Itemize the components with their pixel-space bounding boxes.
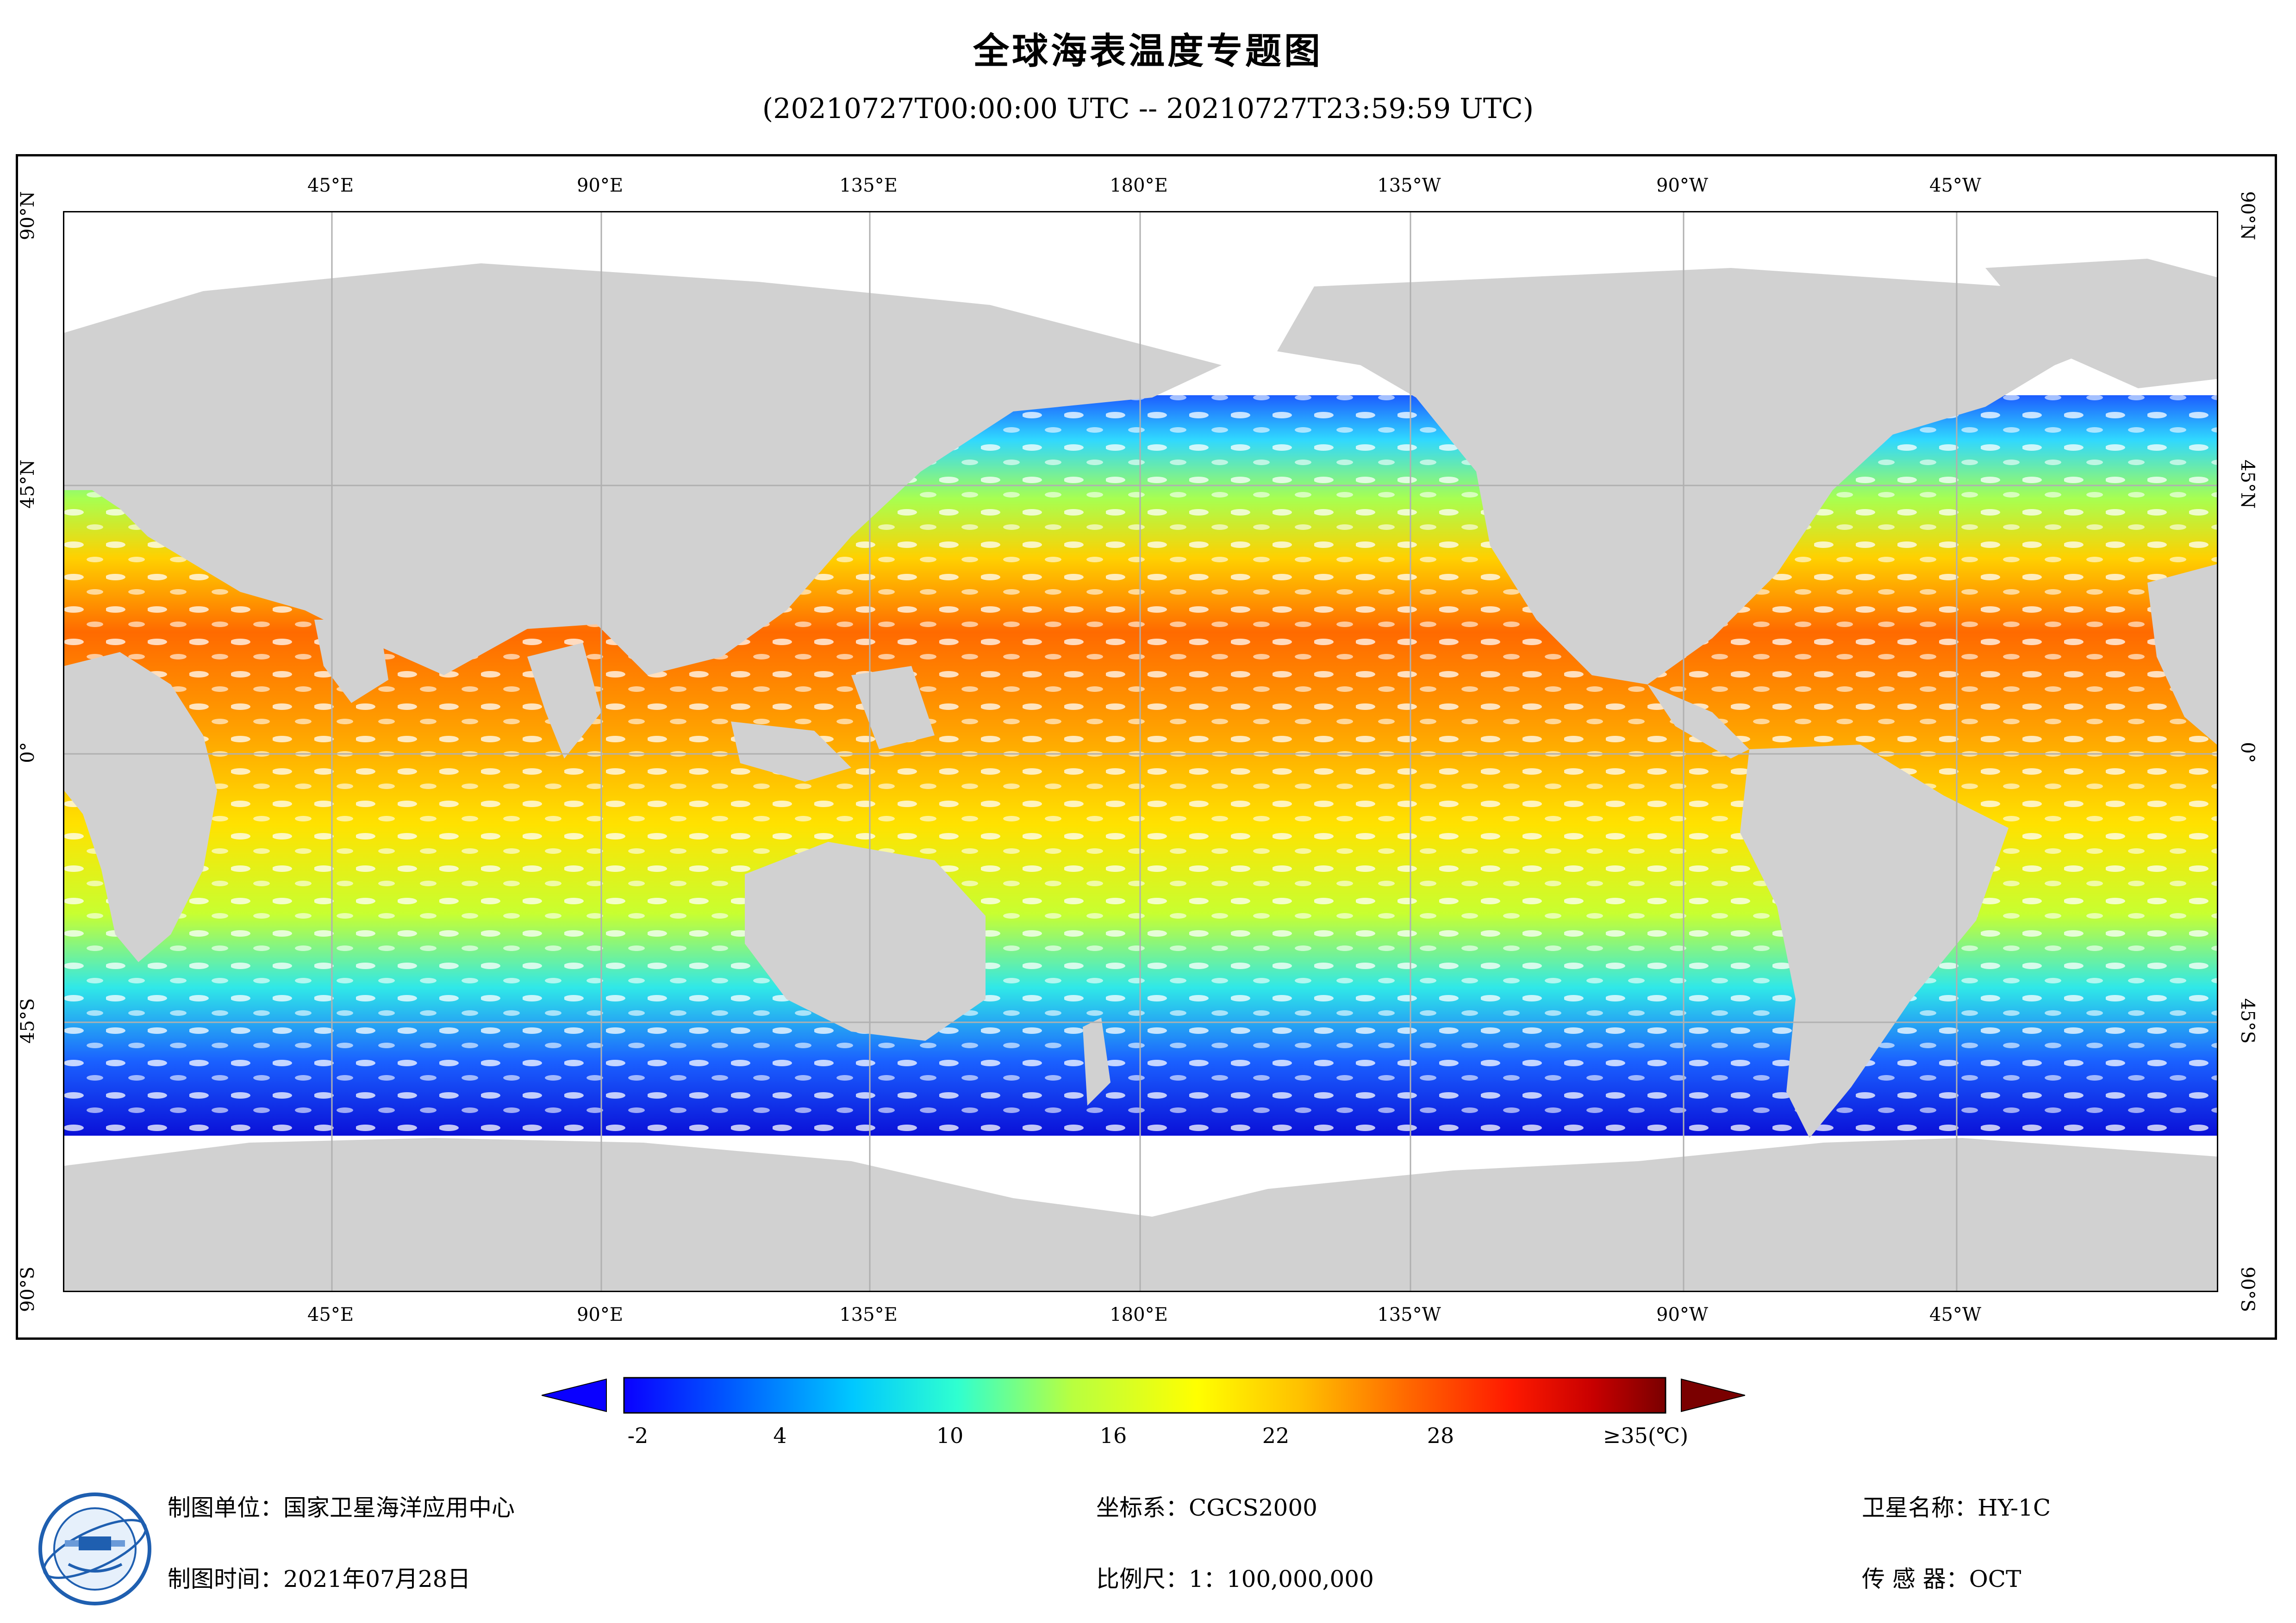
legend-overflow-arrow [1681,1378,1745,1412]
lon-label-bottom: 45°E [307,1304,354,1325]
sst-map-canvas [64,212,2217,1291]
legend-tick-label: 16 [1099,1423,1127,1448]
lat-label-right: 90°N [2237,191,2258,240]
lon-label-bottom: 90°W [1656,1304,1709,1325]
date-text: 制图时间：2021年07月28日 [168,1566,471,1592]
lon-label-bottom: 180°E [1110,1304,1168,1325]
time-range-subtitle: (20210727T00:00:00 UTC -- 20210727T23:59… [762,93,1534,125]
map-frame [16,154,2277,1340]
legend-tick-label: 4 [773,1423,787,1448]
legend-underflow-arrow [542,1378,607,1412]
lon-label-top: 90°W [1656,175,1709,196]
producer-text: 制图单位：国家卫星海洋应用中心 [168,1494,515,1521]
color-legend [542,1377,1745,1414]
lon-label-bottom: 135°E [839,1304,898,1325]
lon-label-top: 90°E [576,175,624,196]
lon-label-bottom: 90°E [576,1304,624,1325]
lat-label-right: 45°S [2237,998,2258,1044]
land-masses [64,259,2217,1291]
legend-bar [623,1377,1666,1414]
lon-label-top: 180°E [1110,175,1168,196]
map-title: 全球海表温度专题图 [973,31,1323,72]
lon-label-bottom: 135°W [1377,1304,1441,1325]
sensor-text: 传 感 器：OCT [1862,1566,2021,1592]
graticule [64,212,2217,1291]
legend-tick-label: 28 [1427,1423,1454,1448]
scale-text: 比例尺：1：100,000,000 [1096,1566,1374,1592]
legend-tick-label: 22 [1262,1423,1290,1448]
lat-label-right: 45°N [2237,460,2258,509]
satellite-text: 卫星名称：HY-1C [1862,1494,2051,1521]
lat-label-left: 90°N [17,191,38,240]
legend-tick-label: 10 [936,1423,964,1448]
lat-label-left: 0° [17,742,38,763]
lon-label-top: 135°W [1377,175,1441,196]
sst-map [63,211,2218,1292]
nsoas-logo [38,1492,151,1605]
lon-label-top: 135°E [839,175,898,196]
lon-label-bottom: 45°W [1929,1304,1982,1325]
lon-label-top: 45°W [1929,175,1982,196]
lon-label-top: 45°E [307,175,354,196]
lat-label-left: 90°S [17,1266,38,1312]
legend-tick-label: -2 [627,1423,649,1448]
lat-label-right: 0° [2237,742,2258,763]
crs-text: 坐标系：CGCS2000 [1096,1494,1317,1521]
lat-label-left: 45°S [17,998,38,1044]
lat-label-left: 45°N [17,460,38,509]
legend-tick-label: ≥35(℃) [1603,1423,1689,1448]
lat-label-right: 90°S [2237,1266,2258,1312]
